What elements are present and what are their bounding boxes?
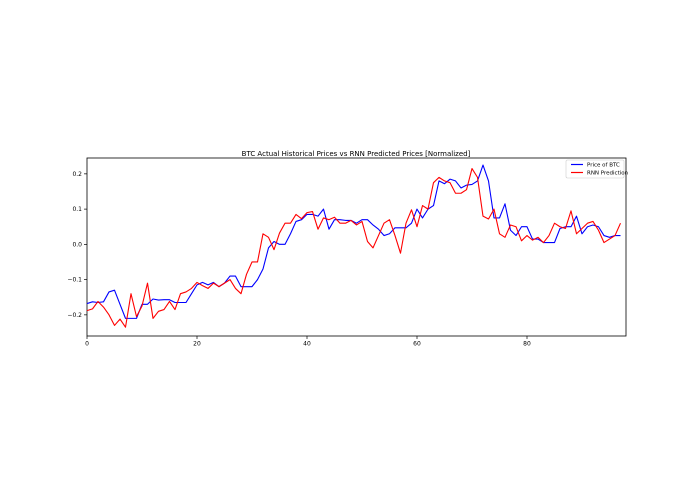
x-tick-label: 80: [523, 341, 531, 348]
legend-label-rnn-prediction: RNN Prediction: [587, 171, 629, 177]
y-tick-label: 0.1: [72, 206, 82, 213]
series-lines: [86, 164, 622, 328]
y-axis: −0.2 −0.1 0.0 0.1 0.2: [67, 171, 87, 319]
plot-area-frame: [86, 157, 627, 337]
legend-label-price-of-btc: Price of BTC: [587, 163, 620, 169]
series-line-rnn-prediction: [86, 168, 622, 328]
x-tick-label: 60: [413, 341, 421, 348]
y-tick-label: −0.2: [67, 312, 82, 319]
chart-title: BTC Actual Historical Prices vs RNN Pred…: [242, 150, 471, 158]
y-tick-label: 0.2: [72, 171, 82, 178]
y-tick-label: −0.1: [67, 277, 82, 284]
series-line-price-of-btc: [86, 164, 621, 319]
x-tick-label: 20: [193, 341, 201, 348]
y-tick-label: 0.0: [72, 241, 82, 248]
legend: Price of BTC RNN Prediction: [565, 159, 629, 179]
x-tick-label: 40: [303, 341, 311, 348]
x-axis: 0 20 40 60 80: [85, 336, 531, 348]
x-tick-label: 0: [85, 341, 89, 348]
